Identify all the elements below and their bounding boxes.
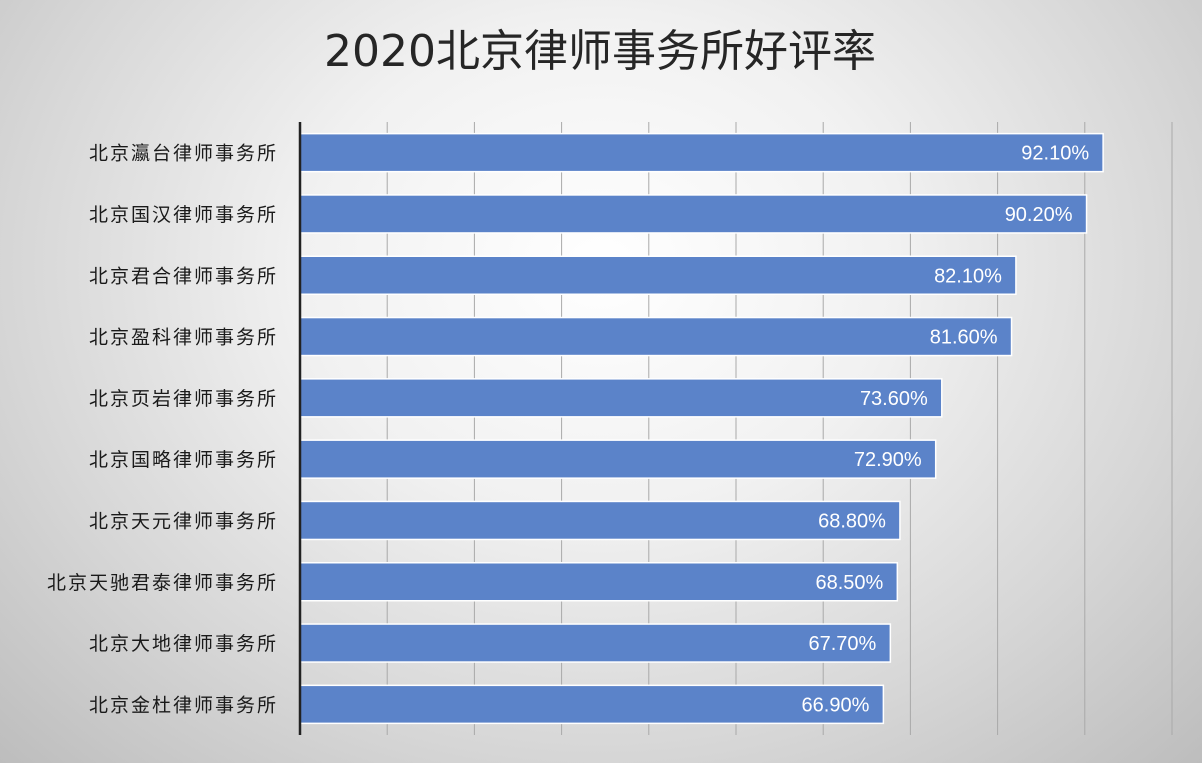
category-label: 北京天驰君泰律师事务所 (47, 572, 278, 594)
bar (299, 561, 899, 602)
category-label: 北京页岩律师事务所 (89, 388, 278, 410)
bar (299, 378, 943, 418)
bar (299, 500, 901, 541)
data-label: 81.60% (930, 327, 998, 349)
data-label: 82.10% (934, 265, 1002, 287)
data-label: 90.20% (1005, 204, 1073, 226)
category-label: 北京盈科律师事务所 (89, 327, 278, 349)
data-label: 92.10% (1021, 143, 1089, 165)
data-label: 67.70% (809, 633, 877, 655)
bar (299, 194, 1088, 234)
bars (299, 132, 1104, 725)
category-label: 北京瀛台律师事务所 (89, 142, 278, 165)
data-label: 68.50% (815, 572, 883, 594)
data-label: 73.60% (860, 388, 928, 410)
category-label: 北京国略律师事务所 (89, 449, 278, 471)
bar (299, 684, 885, 725)
category-label: 北京国汉律师事务所 (89, 204, 278, 226)
category-label: 北京君合律师事务所 (89, 265, 278, 287)
category-label: 北京金杜律师事务所 (89, 694, 278, 716)
bar (299, 132, 1104, 173)
bar (299, 623, 892, 663)
chart-title: 2020北京律师事务所好评率 (324, 26, 876, 77)
category-labels: 北京瀛台律师事务所北京国汉律师事务所北京君合律师事务所北京盈科律师事务所北京页岩… (47, 142, 278, 717)
data-label: 68.80% (818, 510, 886, 532)
data-labels: 92.10% 90.20% 82.10% 81.60% 73.60% 72.90% 68.8… (802, 143, 1090, 717)
category-label: 北京大地律师事务所 (89, 633, 278, 655)
data-label: 72.90% (854, 449, 922, 471)
category-label: 北京天元律师事务所 (89, 510, 278, 532)
data-label: 66.90% (802, 694, 870, 716)
bar (299, 316, 1013, 357)
bar (299, 255, 1017, 296)
bar (299, 439, 937, 479)
